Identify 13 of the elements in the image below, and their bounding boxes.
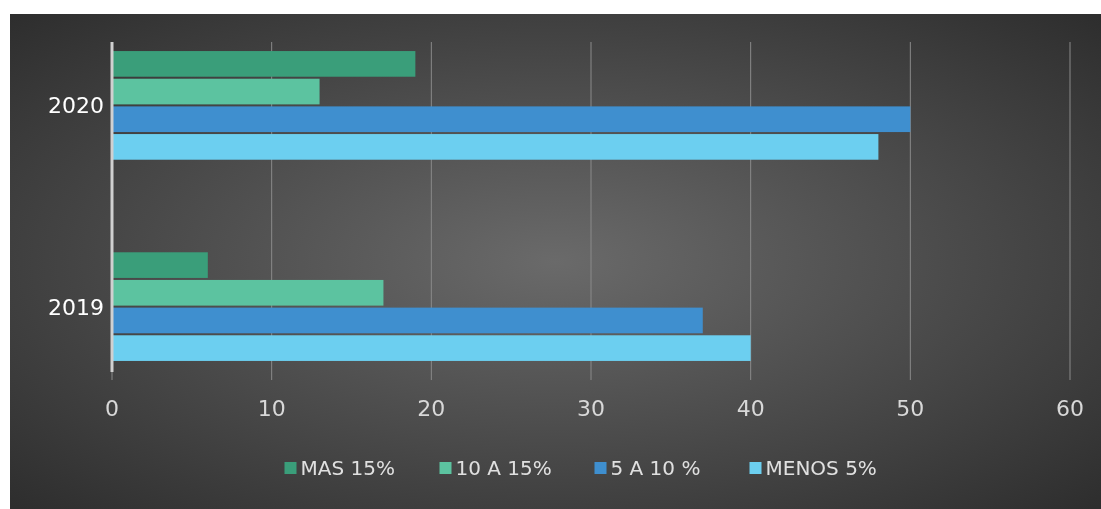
legend-label: 10 A 15% xyxy=(455,456,552,480)
legend-label: MAS 15% xyxy=(300,456,395,480)
x-tick-label: 20 xyxy=(417,396,446,421)
x-tick-label: 60 xyxy=(1056,396,1084,421)
x-tick-label: 50 xyxy=(896,396,925,421)
x-tick-label: 40 xyxy=(736,396,765,421)
x-tick-label: 0 xyxy=(105,396,119,421)
legend-label: MENOS 5% xyxy=(765,456,877,480)
y-tick-label: 2020 xyxy=(48,93,104,119)
y-tick-label: 2019 xyxy=(48,294,104,320)
x-tick-label: 10 xyxy=(257,396,286,421)
legend-label: 5 A 10 % xyxy=(610,456,701,480)
x-tick-label: 30 xyxy=(577,396,605,421)
